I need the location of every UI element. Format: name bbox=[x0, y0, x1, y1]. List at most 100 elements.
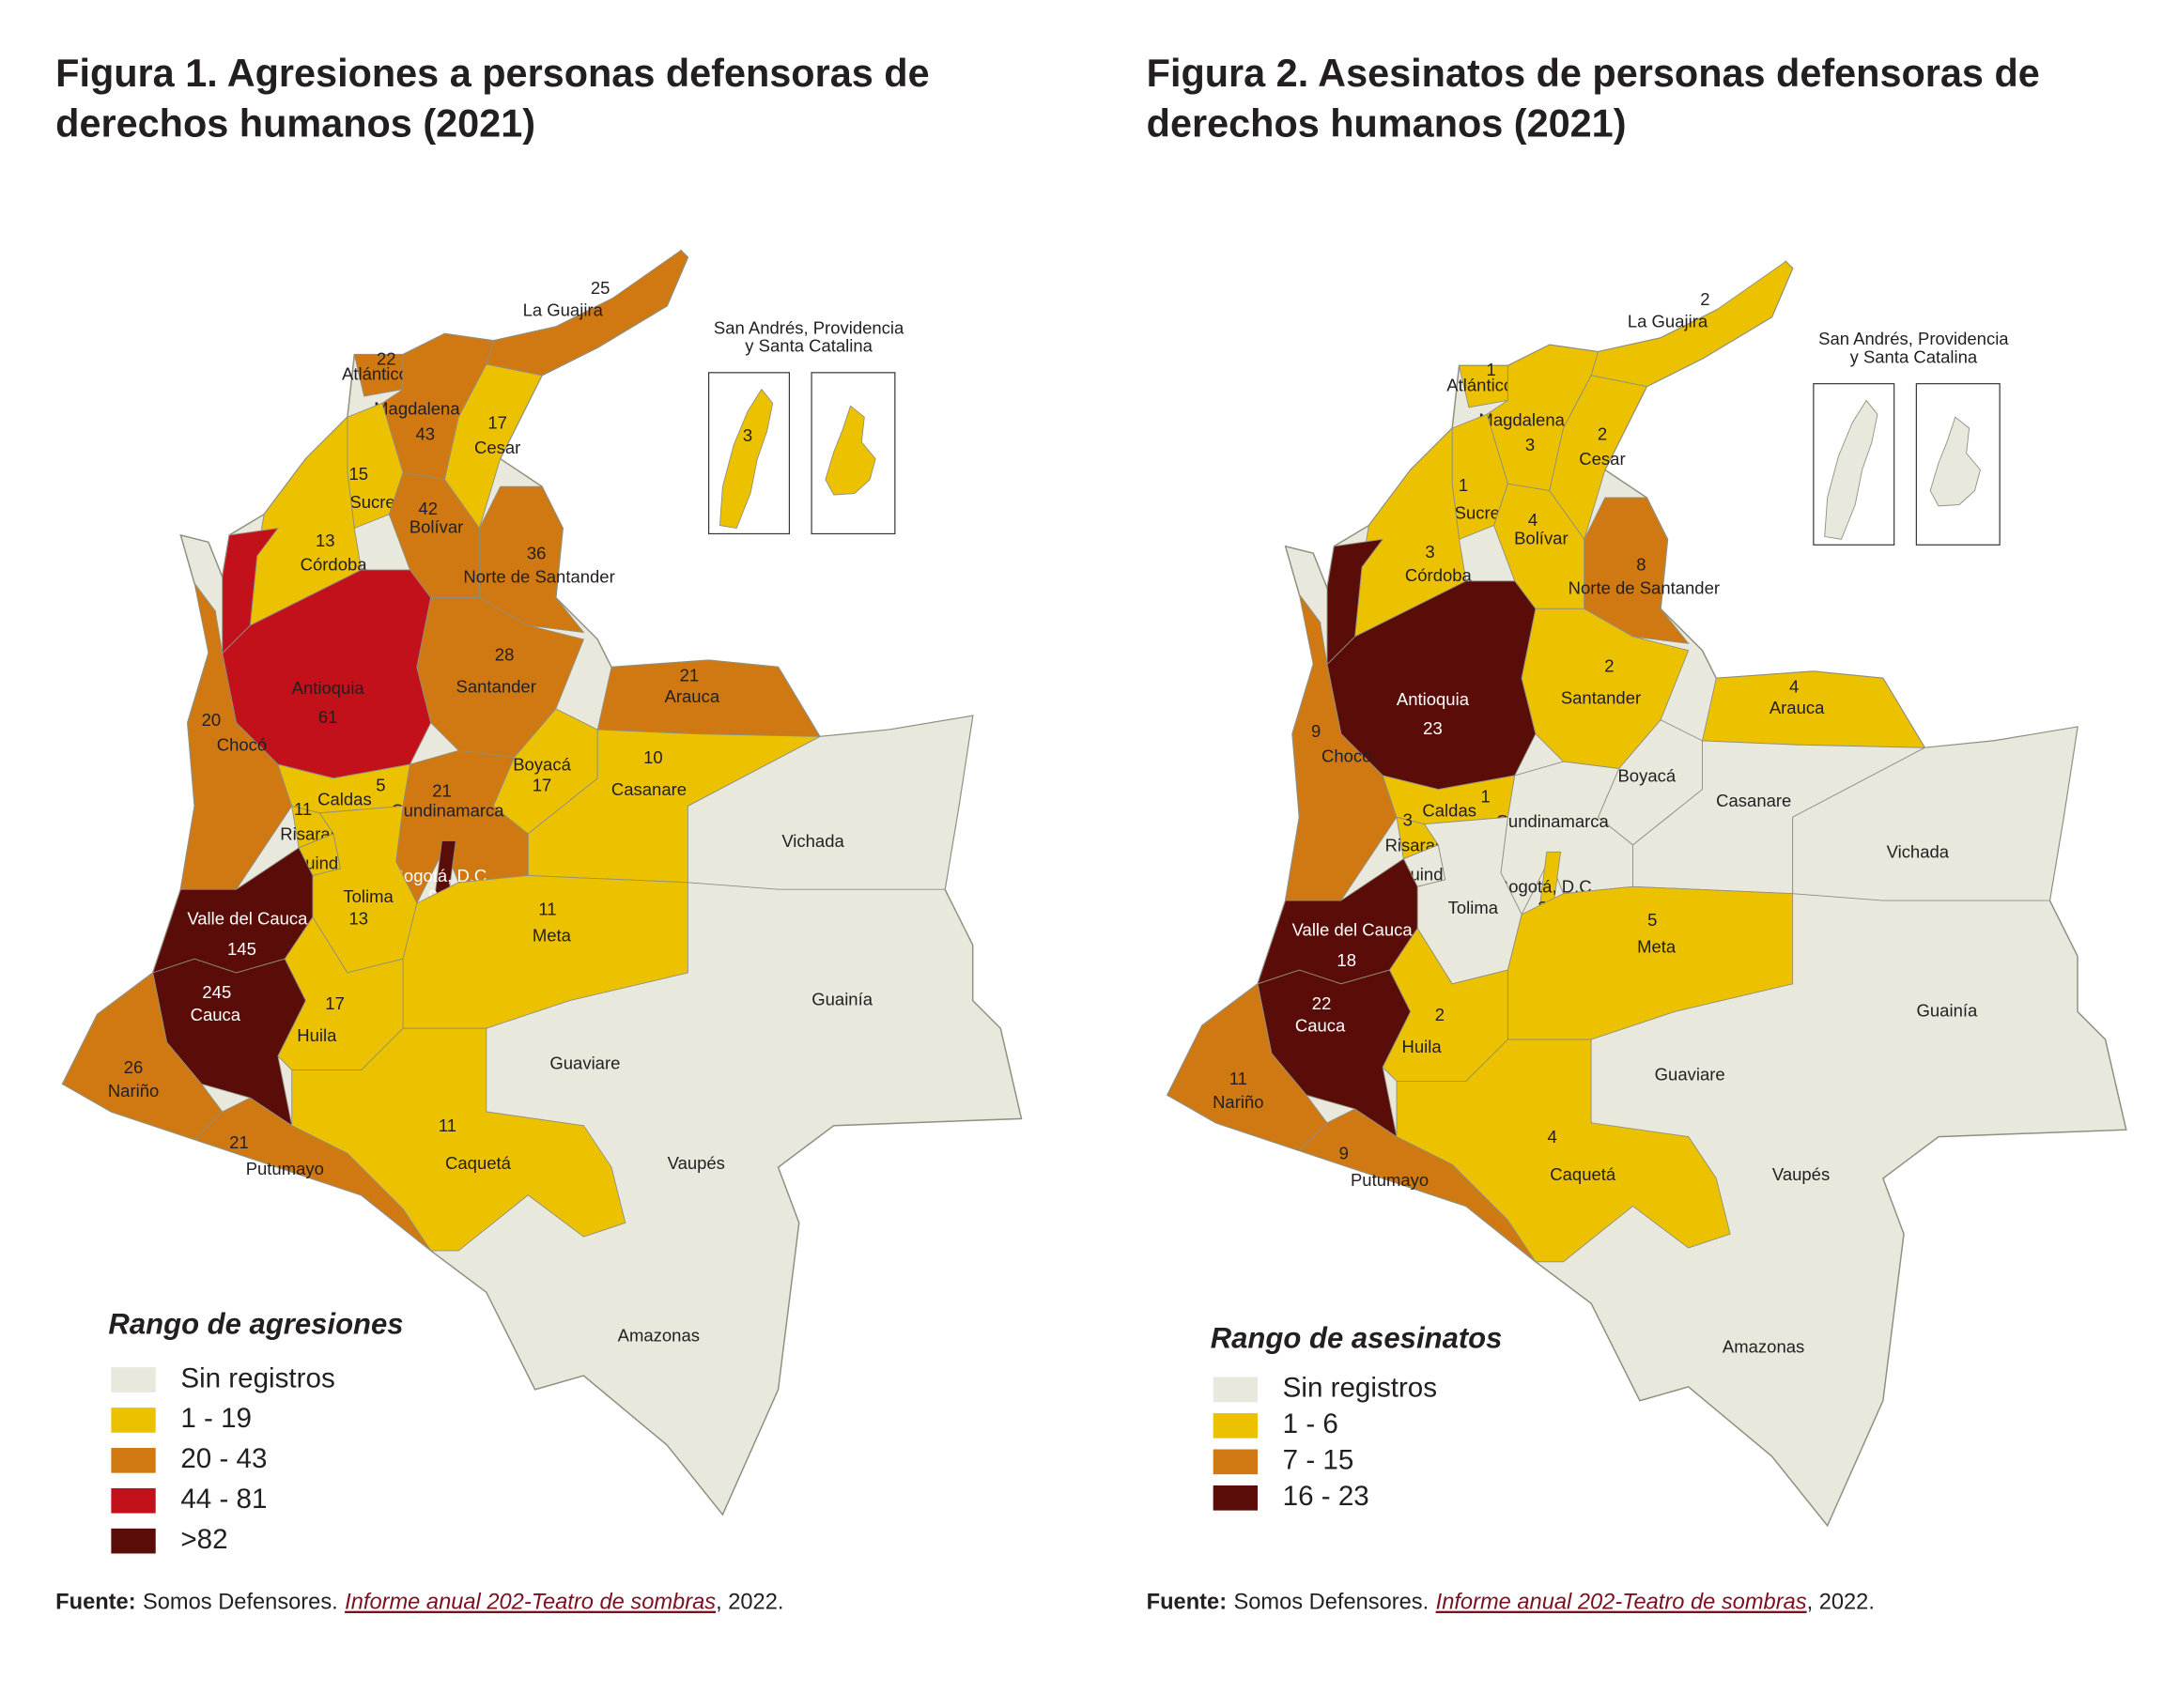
region-value: 13 bbox=[316, 531, 335, 550]
region-value: 5 bbox=[376, 776, 385, 795]
region bbox=[1298, 1108, 1537, 1263]
region-name: Norte de Santander bbox=[463, 567, 614, 587]
region bbox=[193, 1097, 432, 1252]
region-name: Córdoba bbox=[1405, 565, 1473, 585]
region-value: 25 bbox=[591, 278, 610, 298]
legend-title: Rango de agresiones bbox=[108, 1308, 403, 1341]
region-name: Huila bbox=[297, 1025, 337, 1045]
legend-label: 44 - 81 bbox=[180, 1484, 267, 1515]
legend-label: >82 bbox=[180, 1524, 227, 1555]
region-name: Chocó bbox=[217, 735, 267, 755]
region-value: 2 bbox=[1435, 1005, 1445, 1024]
region-name: Cesar bbox=[474, 438, 520, 457]
region-name: La Guajira bbox=[523, 300, 604, 320]
region-value: 17 bbox=[325, 993, 345, 1013]
region-value: 21 bbox=[680, 666, 700, 685]
region-name: Cesar bbox=[1579, 449, 1625, 469]
region-value: 2 bbox=[1604, 655, 1614, 675]
region-name: Cundinamarca bbox=[391, 800, 504, 820]
region bbox=[1584, 497, 1690, 644]
region-name: Meta bbox=[1637, 936, 1677, 956]
region-name: Guainía bbox=[811, 989, 873, 1008]
region-value: 11 bbox=[1229, 1069, 1247, 1088]
island bbox=[719, 388, 774, 530]
region-value: 11 bbox=[294, 799, 312, 819]
region-name: Chocó bbox=[1321, 746, 1371, 766]
region-name: Antioquia bbox=[292, 678, 365, 698]
region-value: 2 bbox=[1700, 289, 1709, 309]
region-value: 11 bbox=[439, 1116, 456, 1135]
source-label: Fuente: bbox=[1147, 1591, 1227, 1615]
legend-swatch bbox=[1213, 1449, 1259, 1475]
source-end: , 2022. bbox=[716, 1591, 783, 1615]
region-value: 1 bbox=[1481, 786, 1491, 806]
figure: Figura 1. Agresiones a personas defensor… bbox=[55, 52, 1023, 1615]
region-name: Bogotá, D.C. bbox=[393, 866, 492, 885]
region-value: 9 bbox=[1339, 1144, 1349, 1163]
region-name: Cauca bbox=[1295, 1016, 1346, 1036]
region-name: Bolívar bbox=[410, 516, 464, 536]
region-name: Antioquia bbox=[1397, 689, 1470, 709]
legend-swatch bbox=[111, 1408, 156, 1433]
region-value: 20 bbox=[202, 710, 222, 730]
region-name: Putumayo bbox=[1351, 1170, 1429, 1190]
legend-swatch bbox=[111, 1528, 156, 1554]
region-name: Valle del Cauca bbox=[187, 909, 308, 929]
region-name: Tolima bbox=[1448, 898, 1499, 917]
region-name: Caquetá bbox=[445, 1153, 512, 1173]
region-name: Nariño bbox=[108, 1081, 159, 1100]
source-end: , 2022. bbox=[1807, 1591, 1875, 1615]
region-value: 17 bbox=[533, 776, 552, 795]
region-name: Sucre bbox=[1455, 503, 1500, 523]
region-name: Cauca bbox=[191, 1005, 241, 1024]
region-value: 4 bbox=[1548, 1127, 1557, 1146]
region-value: 23 bbox=[1423, 718, 1443, 738]
region bbox=[1326, 538, 1384, 666]
legend-swatch bbox=[1213, 1413, 1259, 1439]
region-value: 36 bbox=[527, 544, 547, 563]
island bbox=[1929, 416, 1981, 507]
region-name: Cundinamarca bbox=[1496, 811, 1610, 831]
region-name: Córdoba bbox=[301, 554, 368, 574]
region-value: 42 bbox=[418, 499, 438, 518]
region bbox=[179, 583, 293, 890]
region-value: 9 bbox=[1311, 721, 1321, 741]
region-value: 145 bbox=[227, 939, 256, 959]
region-name: Santander bbox=[1561, 687, 1641, 707]
region-name: Amazonas bbox=[618, 1326, 700, 1346]
inset-title: San Andrés, Providencia bbox=[1818, 329, 2009, 348]
legend-swatch bbox=[1213, 1377, 1259, 1403]
region-name: Nariño bbox=[1213, 1092, 1263, 1112]
region-value: 18 bbox=[1337, 950, 1356, 970]
region-value: 61 bbox=[318, 707, 338, 727]
region-value: 22 bbox=[1312, 993, 1332, 1013]
region-value: 26 bbox=[124, 1057, 144, 1077]
legend-label: Sin registros bbox=[180, 1362, 334, 1393]
region-value: 8 bbox=[1636, 554, 1646, 574]
source-link: Informe anual 202-Teatro de sombras bbox=[345, 1591, 716, 1615]
figure-title: Figura 2. Asesinatos de personas defenso… bbox=[1147, 52, 2040, 95]
region-value: 1 bbox=[1486, 360, 1495, 379]
region bbox=[479, 485, 585, 634]
region bbox=[61, 972, 224, 1141]
region-name: Bogotá, D.C. bbox=[1497, 877, 1597, 897]
region-name: Boyacá bbox=[1617, 765, 1676, 785]
legend-label: 7 - 15 bbox=[1283, 1445, 1354, 1476]
region bbox=[222, 527, 279, 654]
legend-title: Rango de asesinatos bbox=[1211, 1321, 1503, 1354]
legend-swatch bbox=[111, 1448, 156, 1473]
source: Fuente: Somos Defensores. Informe anual 20… bbox=[55, 1591, 783, 1615]
region-value: 4 bbox=[1528, 510, 1538, 530]
region-name: Guaviare bbox=[1655, 1064, 1725, 1084]
region-name: Meta bbox=[533, 925, 572, 945]
region-value: 3 bbox=[1425, 542, 1434, 562]
region-name: Arauca bbox=[665, 686, 720, 706]
figure-title: Figura 1. Agresiones a personas defensor… bbox=[55, 52, 929, 95]
legend-label: 16 - 23 bbox=[1283, 1481, 1369, 1512]
region-name: Tolima bbox=[343, 886, 394, 906]
region-value: 245 bbox=[202, 982, 231, 1002]
legend-label: 1 - 19 bbox=[180, 1403, 252, 1434]
